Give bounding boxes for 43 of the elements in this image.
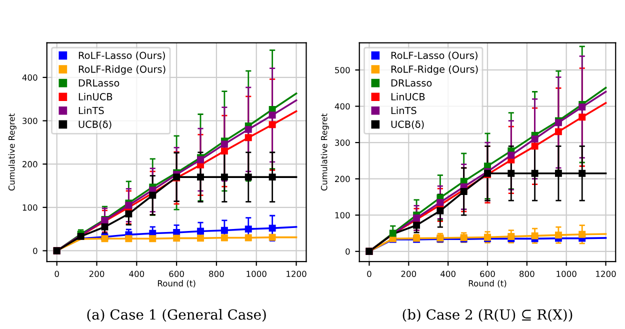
x-tick-label: 0: [367, 270, 372, 278]
legend-label: UCB(δ): [391, 120, 424, 130]
x-tick-label: 1200: [596, 270, 616, 278]
x-tick-label: 1000: [556, 270, 576, 278]
x-tick-label: 400: [440, 270, 456, 278]
y-tick-label: 300: [22, 118, 38, 124]
x-axis-title: Round (t): [468, 280, 506, 288]
x-axis-title: Round (t): [158, 280, 196, 288]
legend-label: LinUCB: [78, 92, 112, 100]
x-tick-label: 800: [209, 270, 224, 278]
legend-label: LinUCB: [391, 92, 425, 100]
legend-label: RoLF-Ridge (Ours): [78, 65, 166, 75]
legend-label: LinTS: [78, 106, 104, 114]
legend-label: DRLasso: [78, 79, 120, 87]
y-tick-label: 300: [335, 140, 350, 146]
legend-label: RoLF-Ridge (Ours): [391, 65, 478, 75]
x-tick-label: 600: [169, 270, 184, 278]
legend-label: RoLF-Lasso (Ours): [78, 52, 165, 60]
x-tick-label: 1200: [286, 270, 306, 278]
y-tick-label: 400: [22, 74, 38, 81]
text: (a) Case 1 (General Case): [87, 308, 266, 322]
y-tick-label: 400: [334, 103, 350, 110]
text: (b) Case 2 (R(U) ⊆ R(X)): [402, 308, 572, 322]
x-tick-label: 0: [54, 270, 59, 278]
y-axis-title: Cumulative Regret: [8, 114, 16, 191]
y-tick-label: 200: [22, 161, 38, 168]
x-tick-label: 600: [480, 270, 495, 278]
legend-label: LinTS: [391, 106, 416, 114]
legend-label: UCB(δ): [78, 120, 112, 130]
x-tick-label: 200: [89, 270, 104, 278]
x-tick-label: 1000: [246, 270, 266, 278]
legend-label: DRLasso: [391, 79, 432, 87]
y-tick-label: 100: [335, 212, 350, 218]
x-tick-label: 800: [520, 270, 534, 278]
y-tick-label: 100: [22, 204, 38, 211]
y-tick-label: 500: [335, 66, 350, 74]
legend-label: RoLF-Lasso (Ours): [391, 52, 478, 60]
y-axis-title: Cumulative Regret: [320, 114, 329, 191]
y-tick-label: 200: [335, 176, 350, 182]
y-tick-label: 0: [33, 248, 38, 254]
y-tick-label: 0: [346, 248, 350, 255]
x-tick-label: 200: [401, 270, 416, 278]
x-tick-label: 400: [129, 270, 144, 278]
